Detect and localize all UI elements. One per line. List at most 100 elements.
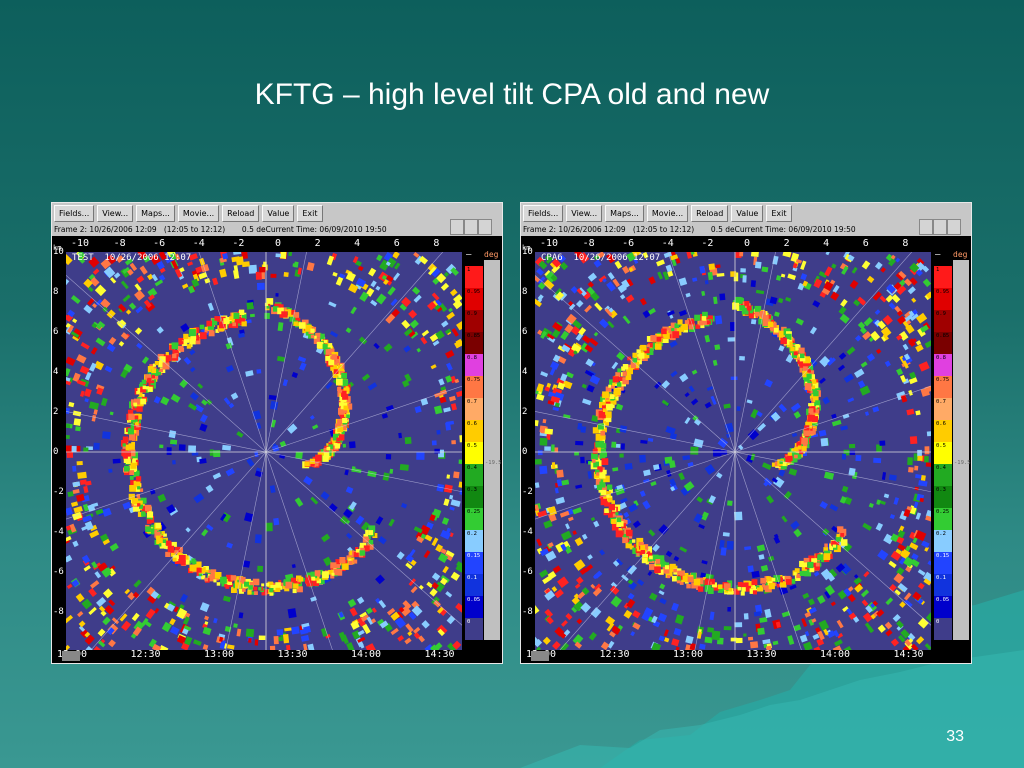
time-slider[interactable] <box>62 651 80 661</box>
y-tick-label: 8 <box>53 287 59 297</box>
legend-label: 0.2 <box>936 531 946 537</box>
legend-label: 0.1 <box>467 575 477 581</box>
y-tick-label: 8 <box>522 287 528 297</box>
legend-cell: 0.8 <box>465 354 483 376</box>
legend-cell: 0 <box>465 618 483 640</box>
movie-button[interactable]: Movie... <box>177 205 220 222</box>
fields-button[interactable]: Fields... <box>523 205 564 222</box>
x-tick-label: -6 <box>622 238 635 249</box>
y-unit: km <box>53 244 62 252</box>
view-button[interactable]: View... <box>566 205 603 222</box>
y-axis: 10 8 6 4 2 0 -2 -4 -6 -8 <box>521 247 535 650</box>
time-label: 13:00 <box>203 649 235 660</box>
legend-cell: 0.6 <box>465 420 483 442</box>
legend-label: 0.75 <box>936 377 950 383</box>
legend-cell: 0.25 <box>465 508 483 530</box>
legend-label: 0.85 <box>936 333 950 339</box>
legend-cell: 0.6 <box>934 420 952 442</box>
x-tick-label: 0 <box>743 238 751 249</box>
frame-range: (12:05 to 12:12) <box>632 225 695 234</box>
y-tick-label: 2 <box>53 407 59 417</box>
legend-side-value: -19.5 <box>485 460 502 466</box>
legend-cell: 0.05 <box>934 596 952 618</box>
legend-cell: 0.1 <box>934 574 952 596</box>
menu-bar: Fields... View... Maps... Movie... Reloa… <box>54 205 323 223</box>
legend-label: 0.3 <box>936 487 946 493</box>
y-axis: 10 8 6 4 2 0 -2 -4 -6 -8 <box>52 247 66 650</box>
legend-label: 0.75 <box>467 377 481 383</box>
maps-button[interactable]: Maps... <box>136 205 175 222</box>
radar-image[interactable] <box>66 252 462 650</box>
legend-label: 0.4 <box>467 465 477 471</box>
time-label: 12:30 <box>130 649 161 660</box>
fields-button[interactable]: Fields... <box>54 205 95 222</box>
y-tick-label: -8 <box>53 607 64 617</box>
y-tick-label: 10 <box>53 247 64 257</box>
legend-scrollbar[interactable]: -19.5 <box>953 260 971 640</box>
legend-cell: 0.5 <box>465 442 483 464</box>
y-tick-label: 0 <box>53 447 59 457</box>
window-control[interactable] <box>478 219 492 235</box>
elevation-text: 0.5 de <box>241 225 266 234</box>
legend-colorbar: 1 0.95 0.9 0.85 0.8 0.75 0.7 0.6 0.5 0.4 0.3 0.25 0.… <box>934 266 952 640</box>
legend-label: 0.8 <box>467 355 477 361</box>
legend-cell: 0.9 <box>934 310 952 332</box>
legend-cell: 0.95 <box>465 288 483 310</box>
menu-bar: Fields... View... Maps... Movie... Reloa… <box>523 205 792 223</box>
x-tick-label: 2 <box>314 238 321 249</box>
time-slider[interactable] <box>531 651 549 661</box>
legend-label: 0.7 <box>936 399 946 405</box>
x-tick-label: 6 <box>862 238 869 249</box>
window-control[interactable] <box>919 219 933 235</box>
legend-label: 0.6 <box>467 421 477 427</box>
legend-cell: 0.05 <box>465 596 483 618</box>
frame-range: (12:05 to 12:12) <box>163 225 226 234</box>
radar-label: CPA6 10/26/2006 12:07 <box>541 253 661 263</box>
legend-label: 0.25 <box>467 509 481 515</box>
time-label: 14:00 <box>350 649 382 660</box>
exit-button[interactable]: Exit <box>297 205 323 222</box>
x-tick-label: 8 <box>433 238 440 249</box>
frame-text: Frame 2: 10/26/2006 12:09 <box>54 225 157 234</box>
legend-cell: 0.2 <box>465 530 483 552</box>
exit-button[interactable]: Exit <box>766 205 792 222</box>
current-time: Current Time: 06/09/2010 19:50 <box>265 225 387 234</box>
legend-label: 0.3 <box>467 487 477 493</box>
reload-button[interactable]: Reload <box>691 205 729 222</box>
value-button[interactable]: Value <box>731 205 764 222</box>
x-tick-label: -8 <box>582 238 595 249</box>
x-tick-label: -4 <box>192 238 205 249</box>
y-tick-label: 2 <box>522 407 528 417</box>
x-tick-label: -2 <box>232 238 245 249</box>
window-control[interactable] <box>933 219 947 235</box>
value-button[interactable]: Value <box>262 205 295 222</box>
legend-scrollbar[interactable]: -19.5 <box>484 260 502 640</box>
maps-button[interactable]: Maps... <box>605 205 644 222</box>
radar-window-cpa6: Fields... View... Maps... Movie... Reloa… <box>520 202 972 664</box>
slide-number: 33 <box>946 728 964 745</box>
y-tick-label: 4 <box>53 367 59 377</box>
y-tick-label: -4 <box>522 527 533 537</box>
window-control[interactable] <box>464 219 478 235</box>
radar-image[interactable] <box>535 252 931 650</box>
x-axis: -10 -8 -6 -4 -2 0 2 4 6 8 <box>523 238 933 250</box>
legend-cell: 0.25 <box>934 508 952 530</box>
view-button[interactable]: View... <box>97 205 134 222</box>
y-tick-label: -8 <box>522 607 533 617</box>
y-tick-label: -6 <box>522 567 533 577</box>
reload-button[interactable]: Reload <box>222 205 260 222</box>
legend-cell: 0.75 <box>934 376 952 398</box>
window-control[interactable] <box>450 219 464 235</box>
legend-label: 0.85 <box>467 333 481 339</box>
legend-unit: deg <box>484 250 499 259</box>
window-control[interactable] <box>947 219 961 235</box>
x-tick-label: 0 <box>274 238 282 249</box>
movie-button[interactable]: Movie... <box>646 205 689 222</box>
y-tick-label: -4 <box>53 527 64 537</box>
color-legend: – deg -19.5 1 0.95 0.9 0.85 0.8 0.75 0.7 0.6 0.5 0.4… <box>933 250 971 650</box>
time-label: 13:30 <box>277 649 308 660</box>
legend-label: 0.95 <box>467 289 481 295</box>
legend-cell: 0.7 <box>934 398 952 420</box>
legend-label: 0.5 <box>936 443 946 449</box>
